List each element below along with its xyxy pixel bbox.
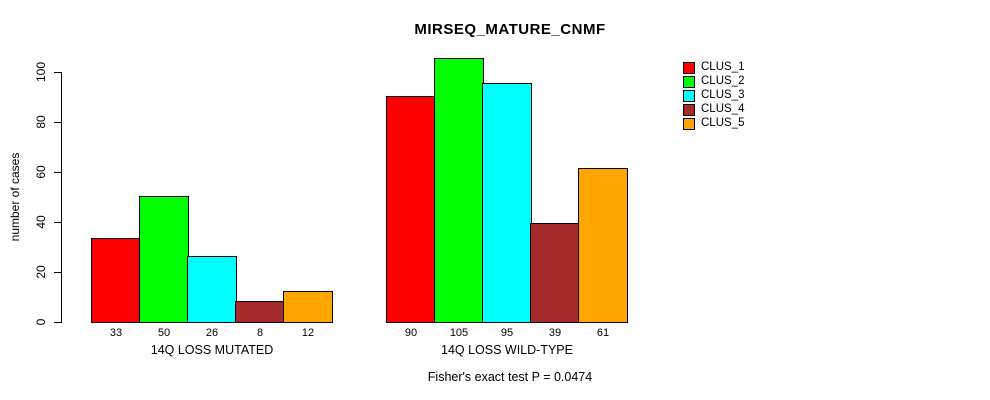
bar-clus_3-cat2 [482,83,532,323]
y-tick-label: 100 [34,61,48,83]
bar-value-label: 95 [500,327,514,339]
legend-swatch-clus_2 [683,76,695,88]
bar-clus_5-cat2 [578,168,628,323]
bar-clus_4-cat2 [530,223,580,323]
category-label: 14Q LOSS WILD-TYPE [441,343,573,357]
y-tick-mark [54,72,61,73]
y-axis-label: number of cases [8,152,22,242]
legend-label-clus_2: CLUS_2 [701,75,745,87]
bar-value-label: 61 [596,327,610,339]
y-tick-mark [54,322,61,323]
bar-clus_2-cat2 [434,58,484,323]
y-tick-mark [54,272,61,273]
bar-clus_4-cat1 [235,301,285,323]
bar-value-label: 26 [205,327,219,339]
bar-value-label: 8 [256,327,264,339]
legend-label-clus_1: CLUS_1 [701,61,745,73]
annotation-text: Fisher's exact test P = 0.0474 [427,370,593,384]
category-label: 14Q LOSS MUTATED [150,343,274,357]
bar-value-label: 39 [548,327,562,339]
legend-label-clus_5: CLUS_5 [701,117,745,129]
bar-clus_2-cat1 [139,196,189,323]
bar-clus_1-cat1 [91,238,141,323]
legend-swatch-clus_1 [683,62,695,74]
chart-title: MIRSEQ_MATURE_CNMF [414,21,606,38]
legend-label-clus_4: CLUS_4 [701,103,745,115]
legend-swatch-clus_4 [683,104,695,116]
legend-swatch-clus_3 [683,90,695,102]
y-axis-line [61,72,62,323]
bar-value-label: 33 [109,327,123,339]
bar-value-label: 90 [404,327,418,339]
bar-value-label: 105 [449,327,469,339]
y-tick-label: 80 [34,115,48,129]
bar-clus_1-cat2 [386,96,436,323]
bar-value-label: 50 [157,327,171,339]
bar-clus_5-cat1 [283,291,333,323]
legend-label-clus_3: CLUS_3 [701,89,745,101]
y-tick-mark [54,122,61,123]
y-tick-mark [54,172,61,173]
y-tick-mark [54,222,61,223]
y-tick-label: 60 [34,165,48,179]
legend-swatch-clus_5 [683,118,695,130]
bar-clus_3-cat1 [187,256,237,323]
y-tick-label: 0 [34,318,48,326]
y-tick-label: 20 [34,265,48,279]
y-tick-label: 40 [34,215,48,229]
bar-value-label: 12 [301,327,315,339]
